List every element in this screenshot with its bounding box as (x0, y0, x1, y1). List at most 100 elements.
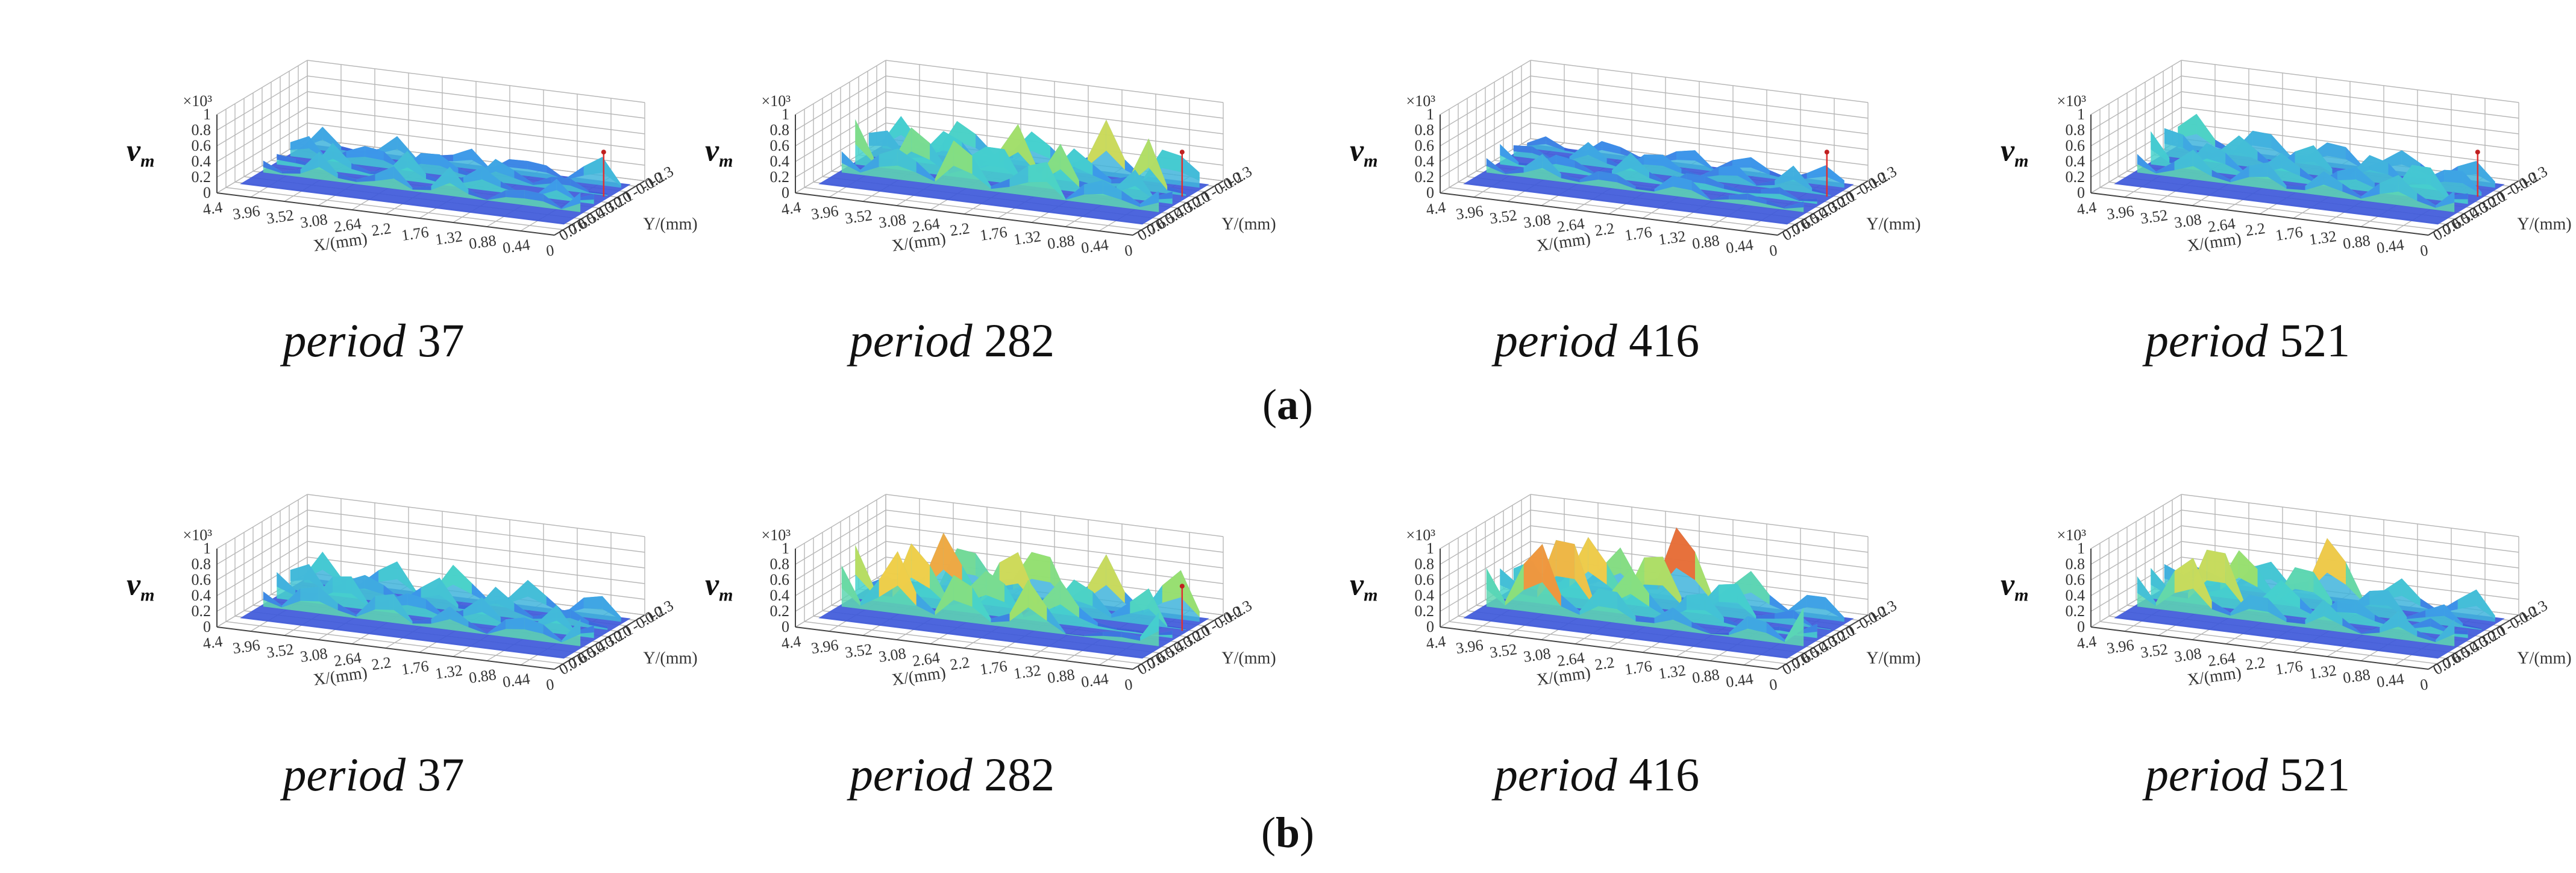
surface-peak (333, 576, 352, 594)
surface-plot: 4.4 3.96 3.52 3.08 2.64 2.2 1.76 1.32 0.88 0.44 0-… (2001, 60, 2572, 260)
surface-peak (1149, 588, 1168, 627)
x-tick-label: 2.2 (371, 654, 392, 673)
z-axis-label: vm (2001, 568, 2028, 605)
surface-peak (431, 606, 450, 624)
z-tick-label: 1 (2077, 106, 2085, 123)
surface-peak (1686, 593, 1705, 611)
x-tick-label: 3.08 (2173, 210, 2202, 232)
surface-peak (2164, 128, 2183, 148)
surface-peak (2267, 598, 2287, 622)
x-tick-label: 0.44 (501, 670, 531, 691)
x-tick-label: 3.08 (877, 645, 907, 666)
surface-peak (2295, 145, 2314, 163)
z-tick-label: 0.6 (1415, 137, 1435, 154)
surface-peak (556, 178, 575, 201)
panel-title: period 282 (651, 748, 1253, 802)
surface-peak (2313, 572, 2333, 607)
surface-peak (1579, 171, 1599, 183)
x-tick-label: 3.52 (1488, 206, 1518, 227)
x-tick-label: 0.44 (1725, 236, 1754, 257)
surface-peak (487, 619, 506, 634)
x-tick-label: 1.76 (2274, 657, 2304, 678)
z-tick-label: 0.8 (1415, 121, 1435, 139)
surface-peak (322, 552, 342, 583)
surface-panel: 4.4 3.96 3.52 3.08 2.64 2.2 1.76 1.32 0.88 0.44 0-… (651, 458, 1276, 801)
x-tick-label: 2.2 (2245, 219, 2266, 239)
surface-peak (1747, 616, 1767, 633)
z-tick-label: 0.2 (770, 168, 790, 186)
period-number: 521 (2267, 748, 2351, 801)
surface-peak (527, 580, 547, 605)
surface-peak (290, 564, 309, 581)
surface-peak (1527, 136, 1546, 146)
x-tick-label: 0 (1768, 241, 1778, 260)
z-tick-label: 1 (782, 540, 789, 557)
surface-peak (2430, 618, 2449, 634)
z-tick-label: 0.8 (192, 121, 212, 139)
surface-peak (911, 127, 930, 160)
y-axis-line (2428, 614, 2519, 670)
surface-peak (281, 588, 301, 608)
surface-peak (1785, 607, 1804, 642)
surface-peak (2178, 113, 2197, 139)
surface-peak (1710, 632, 1729, 635)
surface-ridge (277, 143, 594, 204)
surface-peak (602, 157, 621, 186)
surface-peak (583, 596, 603, 610)
surface-mesh (818, 116, 1209, 225)
surface-peak (1092, 591, 1112, 618)
surface-peak (2239, 550, 2258, 587)
surface-peak (972, 587, 991, 623)
surface-peak (1140, 191, 1159, 207)
x-tick-label: 1.76 (979, 223, 1008, 244)
surface-peak (570, 178, 589, 193)
x-tick-label: 2.64 (1556, 649, 1585, 670)
x-tick-label: 3.52 (2139, 640, 2169, 661)
surface-mesh (240, 127, 631, 225)
x-tick-label: 0.44 (2375, 236, 2405, 257)
surface-peak (583, 157, 603, 176)
x-tick-label: 3.52 (844, 640, 873, 661)
surface-peak (935, 140, 954, 182)
axes (795, 549, 1224, 670)
surface-peak (378, 561, 398, 582)
surface-peak (1729, 616, 1748, 635)
period-word: period (849, 748, 973, 801)
surface-peak (2174, 558, 2193, 593)
surface-peak (1620, 147, 1640, 160)
surface-peak (514, 603, 533, 619)
surface-peak (570, 609, 589, 625)
surface-peak (2361, 627, 2380, 634)
z-tick-label: 0 (1426, 618, 1434, 635)
surface-peak (1523, 544, 1543, 590)
x-tick-label: 2.64 (2207, 649, 2236, 670)
surface-peak (2337, 599, 2356, 614)
x-tick-label: 4.4 (202, 632, 224, 652)
surface-peak (589, 191, 608, 195)
grid-line (2099, 187, 2438, 230)
surface-peak (2380, 611, 2399, 633)
grid-line (2181, 122, 2519, 166)
surface-peak (1825, 165, 1844, 184)
y-axis-label: Y/(mm) (1866, 649, 1920, 668)
panel-title: period 521 (1946, 748, 2549, 802)
grid-line (307, 556, 645, 600)
surface-peak (2211, 600, 2231, 616)
z-tick-label: 0.6 (770, 137, 790, 154)
x-tick-label: 2.2 (1594, 654, 1615, 673)
x-tick-label: 2.2 (949, 654, 971, 673)
surface-peak (2174, 150, 2193, 171)
period-word: period (2145, 748, 2268, 801)
x-tick-label: 4.4 (1425, 198, 1447, 218)
surface-peak (481, 597, 501, 623)
surface-peak (1116, 169, 1135, 192)
grid-line (2181, 107, 2519, 150)
surface-ridge (855, 543, 1173, 638)
surface-peak (1695, 552, 1714, 603)
surface-peak (2476, 589, 2495, 619)
grid-line (1530, 494, 1869, 537)
surface-peak (860, 154, 879, 173)
surface-peak (1087, 554, 1106, 599)
surface-peak (1710, 195, 1729, 200)
surface-peak (1097, 622, 1117, 630)
